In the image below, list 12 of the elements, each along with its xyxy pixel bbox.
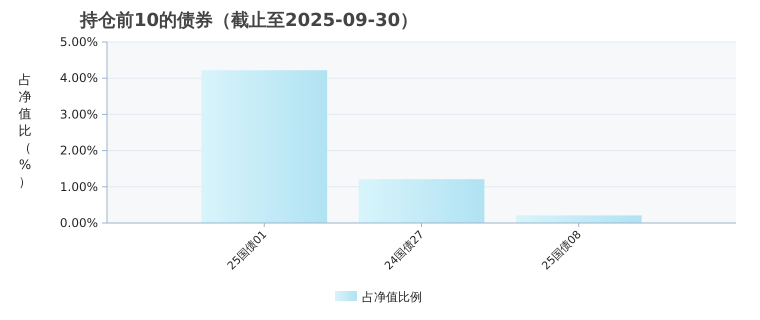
x-tick-label: 24国债27 [382, 228, 427, 272]
x-tick-label: 25国债08 [539, 228, 584, 272]
y-tick-label: 2.00% [60, 144, 98, 158]
y-tick-label: 5.00% [60, 35, 98, 49]
legend-label: 占净值比例 [362, 290, 422, 304]
x-tick-label: 25国债01 [224, 228, 270, 272]
y-tick-label: 3.00% [60, 107, 98, 122]
y-axis-title: 占净值比（%） [18, 73, 32, 190]
y-tick-label: 4.00% [60, 71, 98, 86]
y-tick-label: 0.00% [60, 216, 98, 230]
y-tick-label: 1.00% [60, 180, 98, 194]
chart-title: 持仓前10的债券（截止至2025-09-30） [79, 10, 418, 31]
